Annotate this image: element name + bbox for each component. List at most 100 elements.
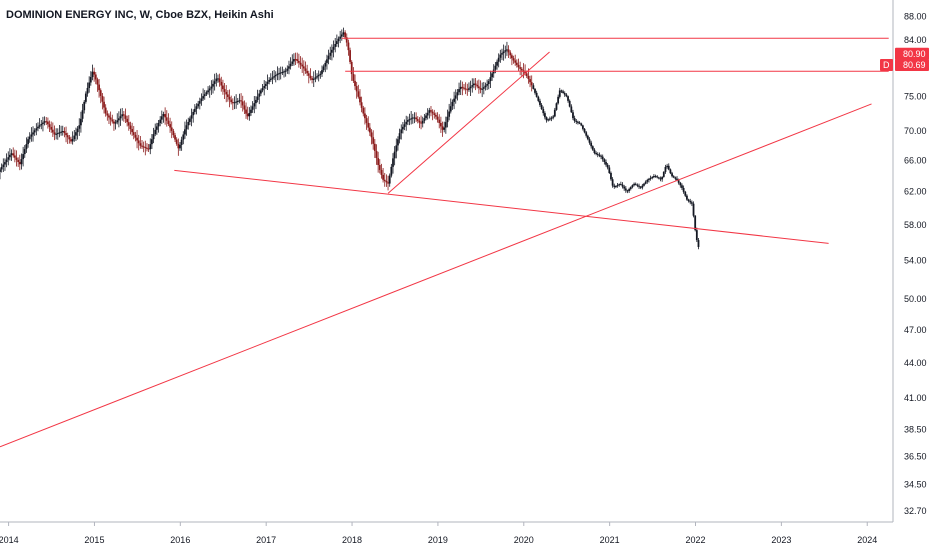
candle	[408, 113, 411, 126]
candle	[43, 116, 46, 126]
candle	[264, 81, 267, 90]
candle	[184, 121, 186, 139]
candle	[631, 184, 634, 189]
candle	[634, 182, 637, 186]
candle	[233, 96, 236, 110]
candle	[610, 171, 612, 181]
candle	[162, 111, 165, 123]
candle	[30, 127, 33, 142]
candle	[603, 158, 606, 165]
candle	[89, 71, 92, 86]
candle	[157, 120, 160, 133]
candle	[687, 198, 690, 203]
candle	[111, 114, 114, 124]
candle	[286, 65, 289, 74]
candle	[441, 121, 444, 137]
candle	[540, 103, 543, 110]
candle	[337, 36, 340, 48]
x-tick-label: 2017	[256, 535, 276, 545]
candle	[309, 68, 312, 81]
y-tick-label: 50.00	[904, 294, 927, 304]
trendline-rising-trend-short[interactable]	[387, 51, 550, 194]
candle	[187, 117, 190, 130]
candle	[236, 97, 239, 105]
candle	[613, 183, 616, 189]
candle	[565, 93, 568, 98]
candle	[179, 142, 181, 151]
candle	[563, 91, 566, 97]
candle	[425, 112, 427, 121]
candle	[210, 80, 213, 95]
price-axis[interactable]: 88.00 84.00 75.00 70.00 66.00 62.00 58.00 54.00…	[904, 12, 927, 516]
candle	[420, 115, 422, 130]
candle	[284, 67, 287, 77]
price-tag-label: 80.90	[903, 49, 926, 59]
trendline-descending-support[interactable]	[174, 169, 829, 244]
candle	[444, 116, 447, 134]
candle	[514, 54, 517, 66]
candle	[159, 116, 162, 127]
candle	[51, 122, 54, 137]
candle	[279, 66, 282, 80]
candle	[203, 89, 206, 100]
candle	[132, 126, 135, 140]
candle	[681, 183, 683, 190]
candle	[567, 95, 569, 103]
candle	[661, 176, 664, 182]
candle	[671, 171, 673, 178]
candle	[461, 81, 464, 96]
candle	[643, 182, 645, 187]
candle	[175, 137, 178, 146]
candle	[539, 98, 541, 107]
candle	[375, 144, 378, 165]
candle	[624, 186, 627, 193]
candle	[71, 131, 74, 145]
candle	[339, 30, 342, 44]
candle	[60, 125, 62, 136]
candle	[545, 116, 548, 123]
candle	[238, 93, 241, 104]
candle	[212, 79, 214, 94]
candle	[63, 127, 66, 138]
candle	[426, 108, 429, 120]
candle	[598, 152, 601, 158]
y-tick-label: 62.00	[904, 187, 927, 197]
x-tick-label: 2018	[342, 535, 362, 545]
trendline-rising-trend-long[interactable]	[0, 103, 872, 448]
candle	[481, 82, 484, 98]
candle	[248, 107, 251, 121]
candle	[126, 115, 129, 127]
candle	[91, 64, 94, 81]
candle	[37, 122, 39, 132]
candle	[235, 94, 238, 109]
candle	[552, 114, 555, 120]
candle	[568, 99, 571, 108]
candle	[129, 121, 132, 135]
candle	[438, 114, 441, 129]
candle	[142, 141, 145, 153]
candle	[638, 183, 640, 189]
x-tick-label: 2019	[428, 535, 448, 545]
candle	[327, 49, 330, 65]
time-axis[interactable]: 2014 2015 2016 2017 2018 2019 2020 2021 2022 2023…	[0, 522, 877, 545]
candle	[586, 134, 589, 141]
candle	[448, 103, 451, 121]
candle	[274, 71, 277, 83]
candle	[393, 146, 396, 166]
candle	[45, 117, 48, 126]
candle	[33, 128, 36, 136]
candle	[623, 184, 626, 191]
candle	[127, 115, 130, 131]
candle	[544, 111, 546, 120]
candle	[648, 177, 650, 183]
candle	[606, 163, 609, 170]
candle	[387, 175, 389, 191]
candle	[368, 123, 371, 137]
candle	[654, 174, 657, 178]
candle	[456, 89, 459, 101]
candle	[131, 122, 134, 136]
candle	[311, 75, 313, 84]
candle	[75, 127, 77, 141]
